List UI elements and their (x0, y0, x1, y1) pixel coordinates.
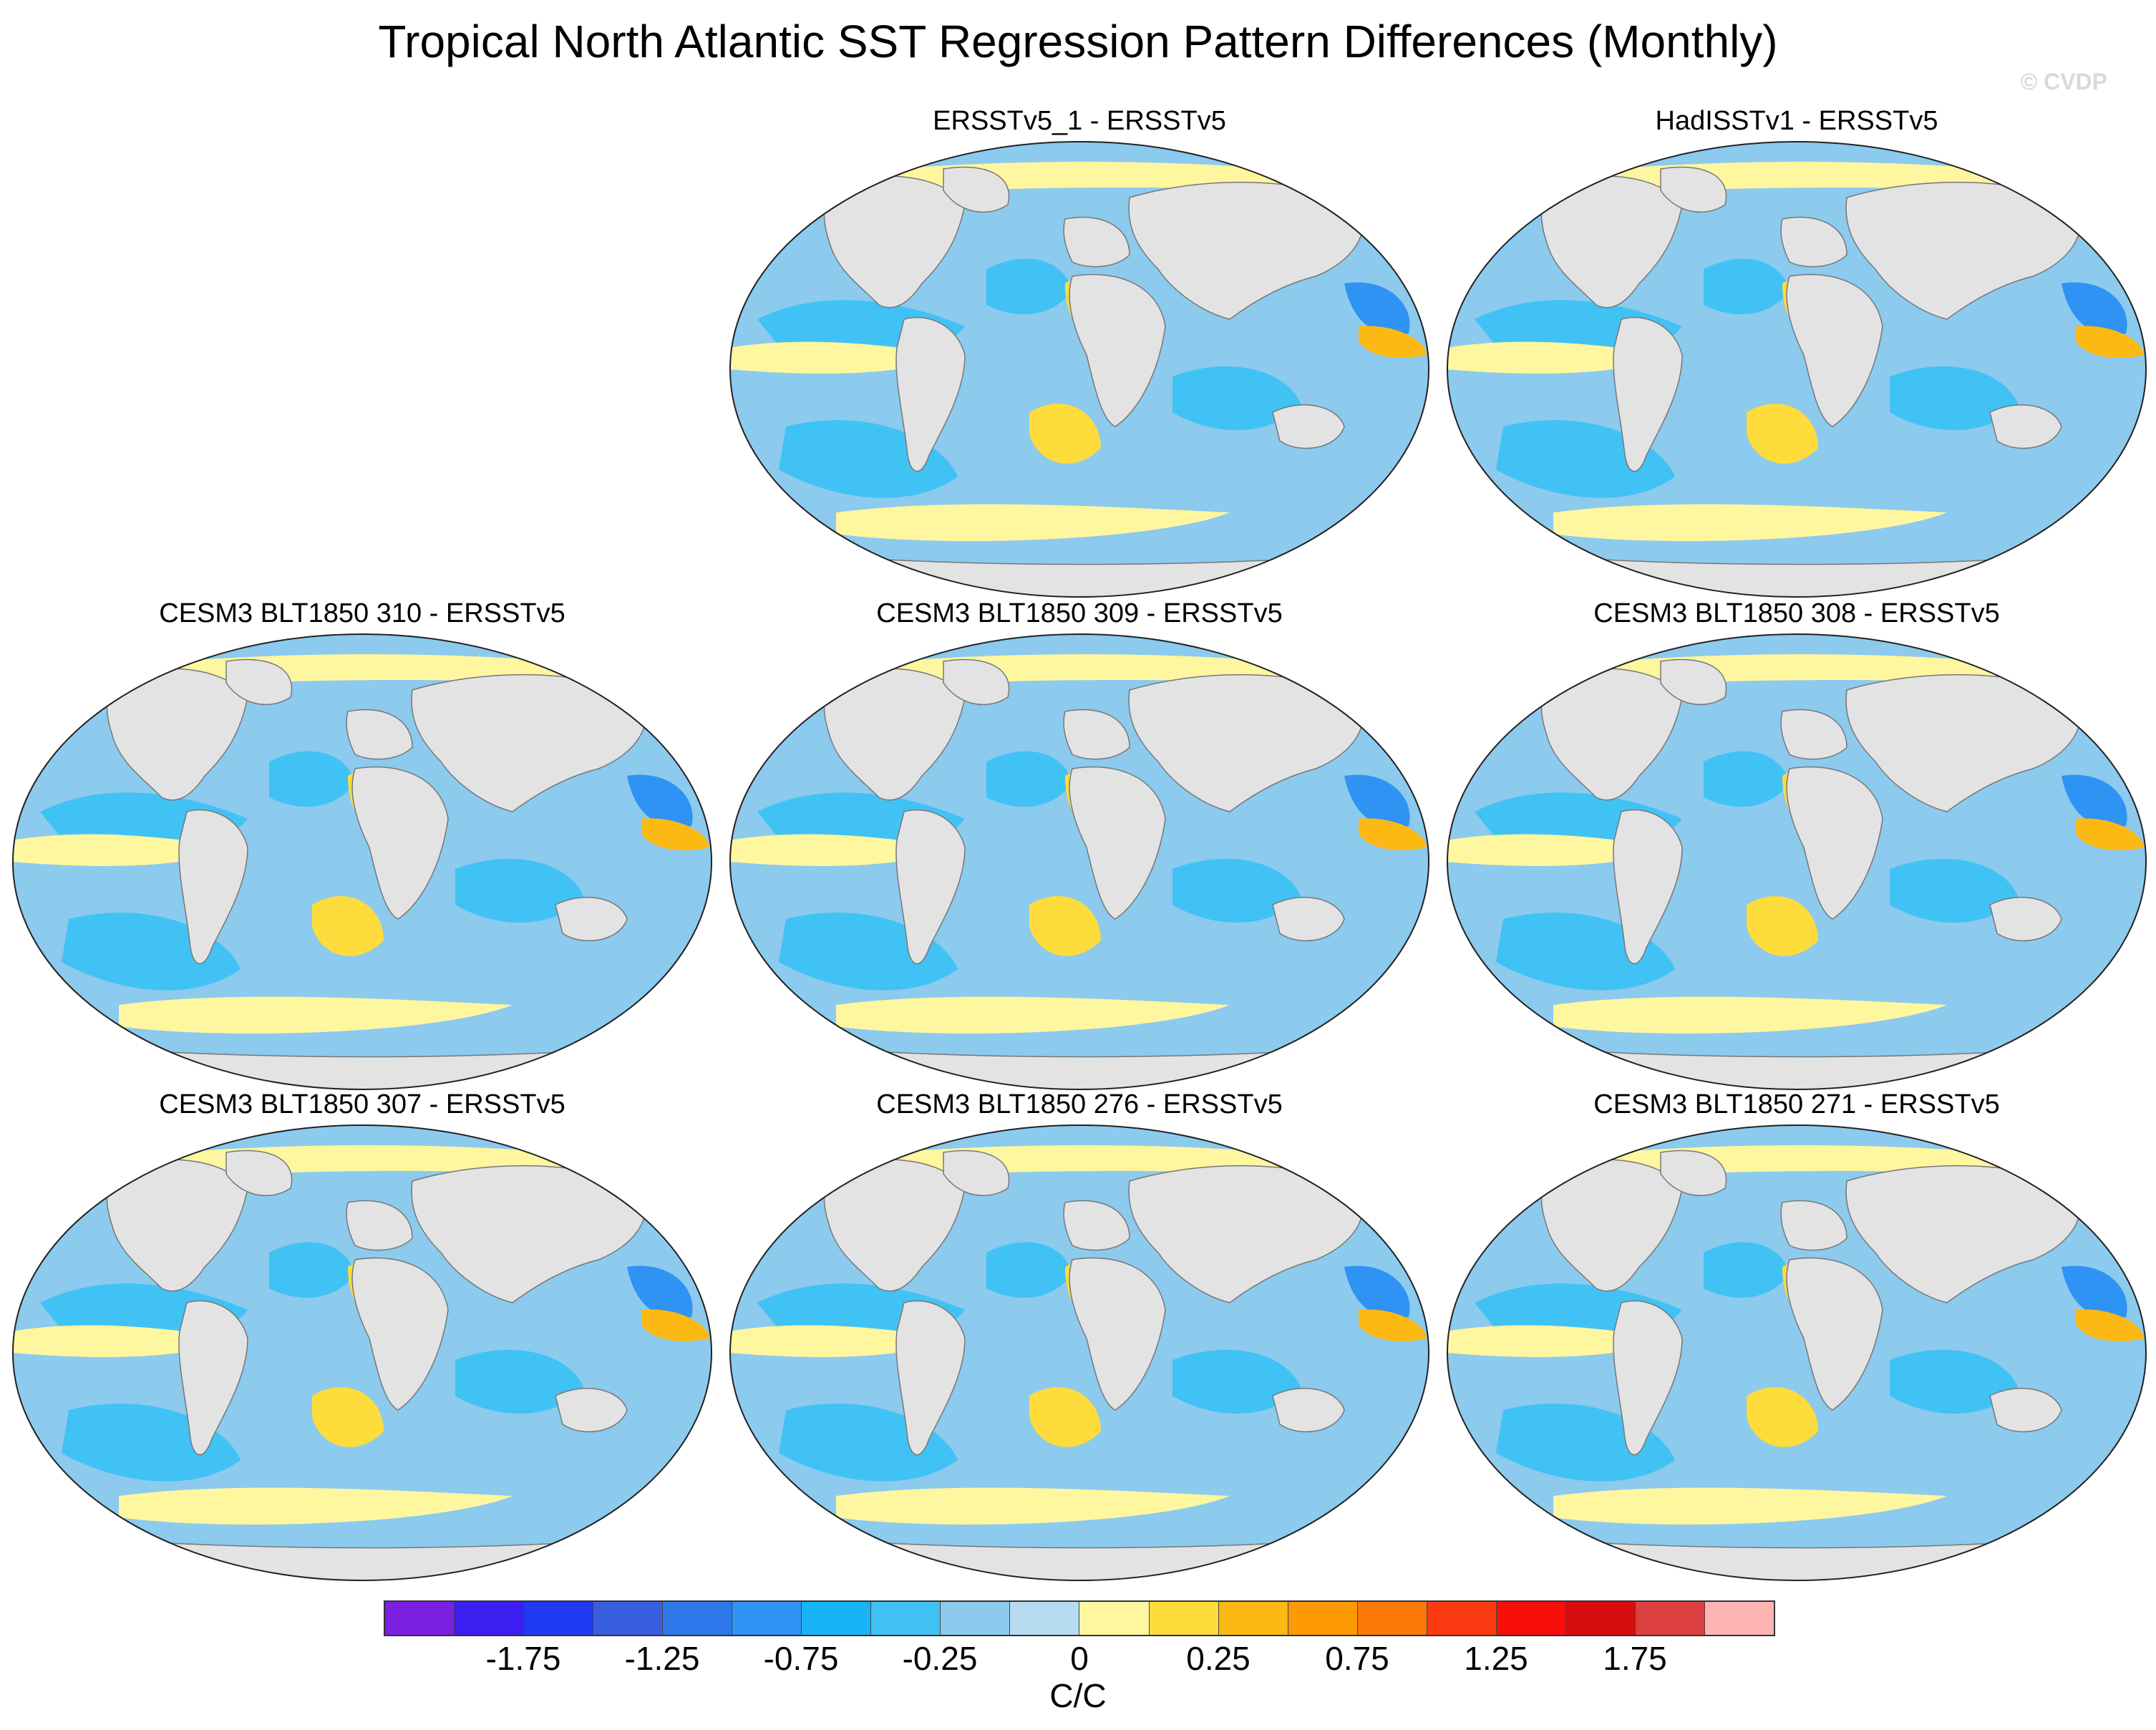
colorbar-box (941, 1602, 1011, 1635)
panel-title: CESM3 BLT1850 308 - ERSSTv5 (1593, 598, 2000, 628)
map-body (1446, 1124, 2147, 1582)
world-map (1446, 1124, 2147, 1582)
colorbar-box (1704, 1602, 1774, 1635)
colorbar-box (663, 1602, 733, 1635)
panel-cesm3-308: CESM3 BLT1850 308 - ERSSTv5 (1446, 597, 2147, 1098)
colorbar-tick: -1.75 (485, 1640, 561, 1677)
panel-hadisstv1: HadISSTv1 - ERSSTv5 (1446, 105, 2147, 606)
colorbar-box (455, 1602, 525, 1635)
colorbar (384, 1600, 1775, 1636)
world-map (729, 1124, 1430, 1582)
colorbar-box (1357, 1602, 1427, 1635)
map-body (1446, 140, 2147, 598)
map-body (729, 633, 1430, 1091)
colorbar-box (1427, 1602, 1497, 1635)
panel-cesm3-271: CESM3 BLT1850 271 - ERSSTv5 (1446, 1088, 2147, 1589)
colorbar-box (524, 1602, 594, 1635)
colorbar-tick: 1.25 (1464, 1640, 1528, 1677)
world-map (729, 140, 1430, 598)
panel-ersstv5-1: ERSSTv5_1 - ERSSTv5 (729, 105, 1430, 606)
colorbar-tick: 0 (1070, 1640, 1089, 1677)
map-body (11, 633, 713, 1091)
panel-title: CESM3 BLT1850 307 - ERSSTv5 (159, 1089, 565, 1119)
colorbar-tick: -0.25 (902, 1640, 978, 1677)
world-map (1446, 633, 2147, 1091)
panel-title: CESM3 BLT1850 310 - ERSSTv5 (159, 598, 565, 628)
colorbar-tick: 0.75 (1325, 1640, 1389, 1677)
panel-title: HadISSTv1 - ERSSTv5 (1655, 106, 1938, 136)
world-map (11, 633, 713, 1091)
panel-cesm3-276: CESM3 BLT1850 276 - ERSSTv5 (729, 1088, 1430, 1589)
colorbar-box (732, 1602, 802, 1635)
map-body (11, 1124, 713, 1582)
colorbar-box (1635, 1602, 1705, 1635)
colorbar-tick: 1.75 (1603, 1640, 1667, 1677)
colorbar-box (1496, 1602, 1566, 1635)
map-body (1446, 633, 2147, 1091)
world-map (1446, 140, 2147, 598)
colorbar-box (1288, 1602, 1358, 1635)
colorbar-tick: 0.25 (1186, 1640, 1251, 1677)
colorbar-box (1565, 1602, 1636, 1635)
colorbar-tick: -0.75 (763, 1640, 839, 1677)
colorbar-box (385, 1602, 455, 1635)
map-body (729, 140, 1430, 598)
colorbar-box (871, 1602, 941, 1635)
world-map (729, 633, 1430, 1091)
colorbar-box (1010, 1602, 1080, 1635)
colorbar-box (1079, 1602, 1150, 1635)
figure-title: Tropical North Atlantic SST Regression P… (378, 16, 1778, 67)
panel-title: ERSSTv5_1 - ERSSTv5 (933, 106, 1226, 136)
map-body (729, 1124, 1430, 1582)
world-map (11, 1124, 713, 1582)
panel-title: CESM3 BLT1850 309 - ERSSTv5 (876, 598, 1283, 628)
cvdp-credit: © CVDP (2020, 69, 2107, 94)
colorbar-tick: -1.25 (624, 1640, 700, 1677)
colorbar-box (1218, 1602, 1288, 1635)
panel-cesm3-310: CESM3 BLT1850 310 - ERSSTv5 (11, 597, 713, 1098)
panel-cesm3-309: CESM3 BLT1850 309 - ERSSTv5 (729, 597, 1430, 1098)
colorbar-box (593, 1602, 664, 1635)
colorbar-box (802, 1602, 872, 1635)
colorbar-box (1149, 1602, 1219, 1635)
panel-title: CESM3 BLT1850 276 - ERSSTv5 (876, 1089, 1283, 1119)
panel-title: CESM3 BLT1850 271 - ERSSTv5 (1593, 1089, 2000, 1119)
panel-cesm3-307: CESM3 BLT1850 307 - ERSSTv5 (11, 1088, 713, 1589)
colorbar-units: C/C (1049, 1677, 1107, 1714)
